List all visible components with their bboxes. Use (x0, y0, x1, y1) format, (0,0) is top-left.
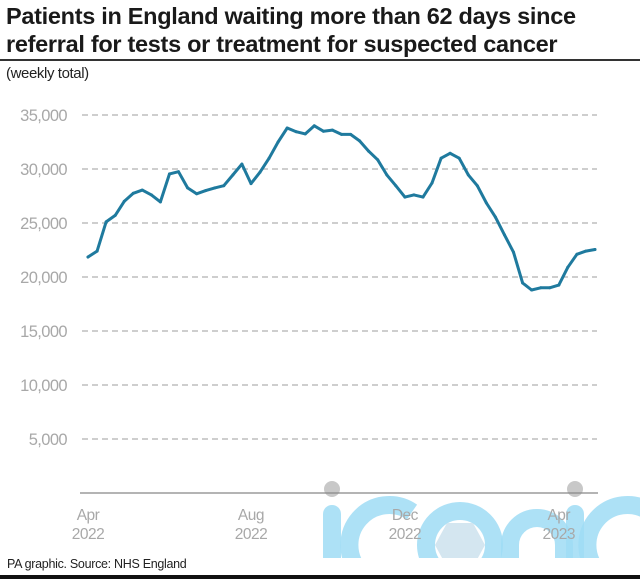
data-point (367, 149, 371, 153)
data-point (340, 132, 343, 136)
x-tick-year: 2022 (235, 526, 267, 543)
series-line (86, 124, 597, 292)
data-point (195, 192, 199, 196)
data-point (95, 249, 99, 253)
data-point (294, 130, 298, 134)
data-point (521, 281, 525, 285)
chart-title: Patients in England waiting more than 62… (6, 3, 576, 57)
x-tick-month: Apr (77, 507, 100, 524)
data-point (385, 173, 389, 177)
data-point (204, 189, 208, 193)
x-tick-month: Aug (238, 507, 264, 524)
data-point (222, 184, 226, 188)
data-point (131, 191, 135, 195)
watermark-letter-n (501, 509, 573, 558)
x-tick-year: 2022 (389, 526, 421, 543)
x-tick-month: Apr (547, 507, 570, 524)
data-point (104, 220, 108, 224)
data-point (475, 184, 479, 188)
data-point (566, 265, 570, 269)
data-point (403, 195, 407, 199)
data-point (240, 162, 244, 166)
data-point (421, 195, 425, 199)
x-tick-month: Dec (392, 507, 419, 524)
data-point (149, 193, 153, 197)
data-point (412, 193, 416, 197)
data-points (86, 124, 597, 292)
data-point (539, 286, 543, 290)
data-point (457, 156, 461, 160)
watermark-hexagon (435, 523, 485, 558)
data-point (584, 249, 588, 253)
bottom-bar (0, 575, 640, 579)
y-tick-label: 30,000 (20, 161, 67, 179)
data-point (140, 188, 144, 192)
line-chart: 5,000 10,000 15,000 20,000 25,000 30,000 35,00… (20, 107, 640, 558)
source-credit: PA graphic. Source: NHS England (7, 557, 187, 571)
data-point (548, 286, 552, 290)
data-point (168, 172, 171, 176)
data-point (530, 288, 534, 292)
data-point (177, 170, 180, 174)
y-tick-label: 15,000 (20, 323, 67, 341)
y-tick-label: 20,000 (20, 269, 67, 287)
data-point (448, 151, 452, 155)
watermark-dot2 (567, 481, 583, 497)
data-point (376, 158, 380, 162)
data-point (276, 140, 280, 144)
data-point (330, 128, 334, 132)
chart-subtitle: (weekly total) (6, 65, 89, 82)
watermark-letter-c2 (578, 496, 640, 558)
data-point (303, 132, 307, 136)
data-point (285, 126, 289, 130)
x-axis-ticks: Apr 2022 Aug 2022 Dec 2022 Apr 2023 (72, 507, 576, 543)
data-point (186, 186, 190, 190)
title-divider (0, 59, 640, 61)
data-point (466, 173, 470, 177)
y-tick-label: 10,000 (20, 377, 67, 395)
watermark-letter-c (340, 496, 418, 558)
data-point (557, 283, 561, 287)
data-point (321, 129, 325, 133)
y-axis-ticks: 5,000 10,000 15,000 20,000 25,000 30,000 35,00… (20, 107, 68, 449)
data-point (122, 199, 126, 203)
data-point (593, 248, 597, 251)
data-point (158, 200, 162, 204)
data-point (113, 213, 117, 217)
data-point (358, 139, 362, 143)
data-point (493, 215, 497, 219)
y-tick-label: 35,000 (20, 107, 67, 125)
watermark-dot (324, 481, 340, 497)
data-point (512, 250, 515, 254)
data-point (430, 181, 434, 185)
data-point (249, 182, 253, 186)
data-point (213, 186, 217, 190)
watermark-letter-i (323, 505, 341, 558)
data-point (394, 184, 398, 188)
data-point (484, 201, 488, 205)
data-point (503, 233, 506, 237)
data-point (312, 124, 316, 128)
data-point (258, 170, 262, 174)
data-point (231, 173, 235, 177)
data-point (349, 132, 353, 136)
watermark-letter-o (417, 502, 503, 558)
data-point (439, 156, 443, 160)
data-point (575, 252, 579, 256)
gridlines (82, 114, 597, 440)
data-point (267, 156, 271, 160)
y-tick-label: 25,000 (20, 215, 67, 233)
x-tick-year: 2023 (543, 526, 575, 543)
x-tick-year: 2022 (72, 526, 104, 543)
data-point (86, 255, 90, 259)
y-tick-label: 5,000 (29, 431, 68, 449)
